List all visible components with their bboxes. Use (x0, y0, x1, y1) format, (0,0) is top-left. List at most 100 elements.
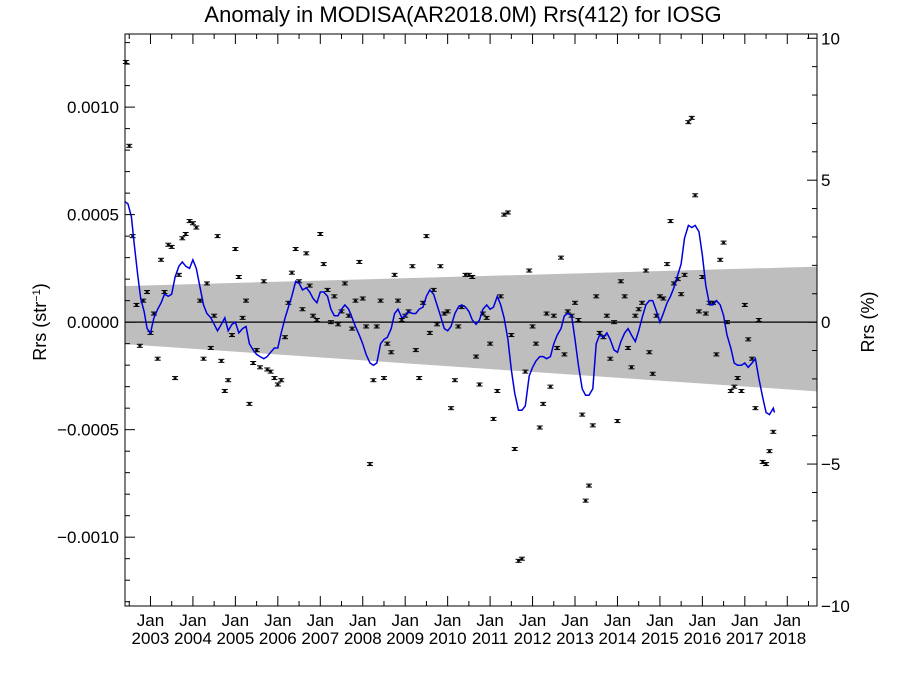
point-marker (587, 484, 591, 487)
data-point (448, 406, 455, 411)
x-tick-label-month: Jan (222, 611, 249, 630)
data-point (511, 447, 518, 452)
data-point (664, 262, 671, 267)
data-point (639, 300, 646, 305)
data-point (490, 416, 497, 421)
point-marker (757, 319, 761, 321)
point-marker (322, 263, 326, 265)
point-marker (308, 284, 312, 287)
point-marker (736, 377, 740, 379)
x-tick-label-year: 2007 (301, 629, 339, 648)
point-marker (332, 295, 336, 298)
data-point (122, 59, 129, 64)
point-marker (594, 295, 598, 298)
data-point (667, 219, 674, 224)
point-marker (637, 308, 641, 311)
point-marker (523, 370, 527, 373)
x-tick-label-month: Jan (349, 611, 376, 630)
data-point (416, 376, 423, 381)
data-point (727, 388, 734, 393)
y-axis-label: Rrs (str−1) (30, 283, 50, 361)
chart-title: Anomaly in MODISA(AR2018.0M) Rrs(412) fo… (204, 2, 721, 27)
x-tick-label-year: 2006 (259, 629, 297, 648)
point-marker (633, 314, 637, 317)
point-marker (644, 269, 648, 272)
data-point (763, 462, 770, 467)
data-point (579, 412, 586, 417)
point-marker (357, 261, 361, 263)
data-point (221, 388, 228, 393)
data-point (625, 345, 632, 350)
data-point (437, 264, 444, 269)
data-point (257, 365, 264, 370)
data-point (451, 378, 458, 383)
data-point (370, 378, 377, 383)
data-point (617, 279, 624, 284)
point-marker (598, 332, 602, 334)
point-marker (661, 297, 665, 300)
data-point (207, 345, 214, 350)
point-marker (159, 258, 163, 261)
data-point (550, 313, 557, 318)
data-point (331, 294, 338, 299)
data-point (168, 244, 175, 249)
data-point (738, 388, 745, 393)
point-marker (166, 243, 170, 246)
point-marker (219, 360, 223, 362)
point-marker (414, 349, 418, 351)
point-marker (212, 314, 216, 317)
point-marker (177, 274, 181, 276)
point-marker (272, 377, 276, 379)
x-tick-label-year: 2008 (344, 629, 382, 648)
data-point (409, 264, 416, 269)
point-marker (350, 327, 354, 330)
data-point (232, 247, 239, 252)
data-point (412, 348, 419, 353)
point-marker (686, 121, 690, 123)
point-marker (233, 248, 237, 250)
data-point (702, 311, 709, 316)
point-marker (690, 117, 694, 119)
point-marker (527, 269, 531, 272)
data-point (260, 279, 267, 284)
data-point (713, 352, 720, 357)
data-point (377, 298, 384, 303)
point-marker (180, 237, 184, 240)
data-point (349, 326, 356, 331)
x-tick-label-month: Jan (434, 611, 461, 630)
data-point (394, 298, 401, 303)
point-marker (279, 379, 283, 382)
data-point (603, 313, 610, 318)
point-marker (138, 345, 142, 347)
data-point (239, 315, 246, 320)
point-marker (389, 351, 393, 354)
data-point (274, 382, 281, 387)
data-point (501, 212, 508, 217)
x-tick-label-month: Jan (774, 611, 801, 630)
point-marker (474, 355, 478, 358)
x-tick-label-month: Jan (264, 611, 291, 630)
data-point (172, 376, 179, 381)
point-marker (615, 420, 619, 422)
data-point (303, 251, 310, 256)
point-marker (495, 390, 499, 392)
data-point (522, 369, 529, 374)
data-point (359, 296, 366, 301)
x-tick-label-year: 2013 (556, 629, 594, 648)
data-point (487, 341, 494, 346)
point-marker (502, 213, 506, 216)
data-point (324, 287, 331, 292)
point-marker (438, 265, 442, 268)
point-marker (283, 336, 287, 339)
data-point (575, 318, 582, 322)
point-marker (545, 312, 549, 315)
data-point (558, 255, 565, 260)
point-marker (428, 332, 432, 334)
point-marker (591, 424, 595, 427)
point-marker (605, 314, 609, 317)
point-marker (697, 310, 701, 313)
x-tick-label-year: 2015 (641, 629, 679, 648)
y-tick-label: 0.0010 (67, 98, 119, 117)
point-marker (552, 314, 556, 317)
point-marker (173, 377, 177, 379)
